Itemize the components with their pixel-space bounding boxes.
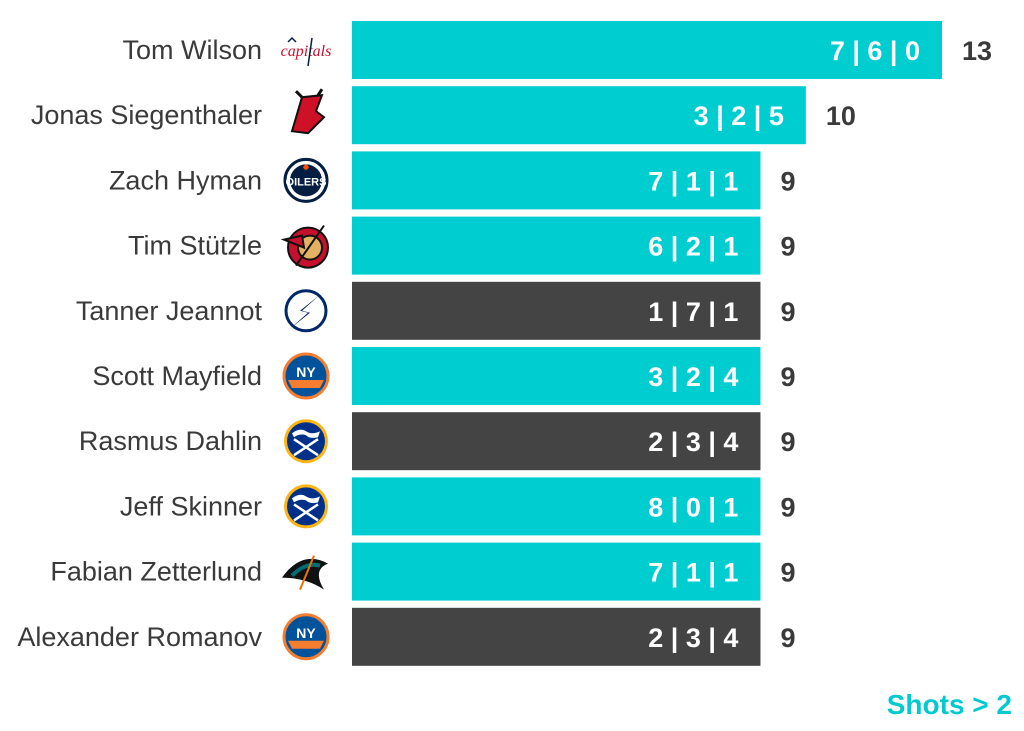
bar — [352, 347, 761, 405]
bar-total-label: 13 — [962, 36, 992, 66]
chart-row: Rasmus Dahlin 2 | 3 | 4 9 — [79, 412, 795, 471]
chart-rows: Tom Wilson capitals 7 | 6 | 0 13 Jonas Siege… — [17, 21, 992, 666]
bar — [352, 412, 761, 471]
chart-row: Scott Mayfield NY 3 | 2 | 4 9 — [92, 347, 795, 405]
chart-row: Tom Wilson capitals 7 | 6 | 0 13 — [122, 21, 992, 79]
svg-text:capitals: capitals — [281, 43, 332, 60]
bar-total-label: 9 — [780, 232, 795, 262]
bar-breakdown-label: 6 | 2 | 1 — [648, 232, 738, 262]
bar — [352, 86, 806, 145]
player-name: Jeff Skinner — [120, 491, 262, 521]
chart-row: Jonas Siegenthaler 3 | 2 | 5 10 — [31, 86, 856, 145]
bar — [352, 281, 761, 340]
chart-row: Jeff Skinner 8 | 0 | 1 9 — [120, 477, 795, 536]
bar-breakdown-label: 7 | 1 | 1 — [648, 166, 738, 196]
player-name: Rasmus Dahlin — [79, 426, 262, 456]
svg-text:NY: NY — [296, 364, 316, 380]
bar-total-label: 9 — [780, 297, 795, 327]
bar-total-label: 9 — [780, 623, 795, 653]
bar — [352, 21, 942, 79]
bar-breakdown-label: 7 | 6 | 0 — [830, 36, 920, 66]
svg-text:NY: NY — [296, 625, 316, 641]
sharks-logo — [282, 555, 328, 590]
player-name: Tim Stützle — [128, 231, 262, 261]
player-name: Tanner Jeannot — [76, 296, 263, 326]
player-name: Jonas Siegenthaler — [31, 100, 262, 130]
player-name: Zach Hyman — [109, 165, 262, 195]
chart-row: Tanner Jeannot 1 | 7 | 1 9 — [76, 281, 795, 340]
bar-total-label: 9 — [780, 558, 795, 588]
bar — [352, 607, 761, 666]
lightning-logo — [284, 289, 328, 333]
chart-row: Tim Stützle 6 | 2 | 1 9 — [128, 216, 795, 275]
sabres-logo — [284, 484, 328, 529]
player-name: Alexander Romanov — [17, 622, 262, 652]
bar-total-label: 9 — [780, 166, 795, 196]
senators-logo — [280, 225, 329, 269]
bar-breakdown-label: 2 | 3 | 4 — [648, 623, 738, 653]
bar-breakdown-label: 2 | 3 | 4 — [648, 427, 738, 457]
bar-breakdown-label: 3 | 2 | 5 — [694, 101, 784, 131]
chart-row: Zach Hyman OILERS 7 | 1 | 1 9 — [109, 151, 795, 210]
player-name: Fabian Zetterlund — [50, 557, 262, 587]
islanders-logo: NY — [282, 352, 330, 400]
oilers-logo: OILERS — [283, 157, 329, 203]
capitals-logo: capitals — [281, 36, 332, 67]
bar-breakdown-label: 7 | 1 | 1 — [648, 558, 738, 588]
bar — [352, 151, 761, 210]
devils-logo — [284, 88, 328, 138]
bar — [352, 216, 761, 275]
legend-note: Shots > 2 — [887, 689, 1012, 720]
bar-breakdown-label: 8 | 0 | 1 — [648, 492, 738, 522]
bar-total-label: 10 — [826, 101, 856, 131]
bar-breakdown-label: 3 | 2 | 4 — [648, 362, 738, 392]
islanders-logo: NY — [282, 613, 330, 661]
player-name: Tom Wilson — [122, 35, 262, 65]
chart-row: Fabian Zetterlund 7 | 1 | 1 9 — [50, 542, 795, 601]
bar — [352, 542, 761, 601]
svg-text:OILERS: OILERS — [286, 176, 327, 188]
sabres-logo — [284, 419, 328, 464]
bar-breakdown-label: 1 | 7 | 1 — [648, 297, 738, 327]
bar-total-label: 9 — [780, 427, 795, 457]
bar-total-label: 9 — [780, 492, 795, 522]
chart-row: Alexander Romanov NY 2 | 3 | 4 9 — [17, 607, 795, 666]
bar — [352, 477, 761, 536]
player-name: Scott Mayfield — [92, 361, 262, 391]
bar-total-label: 9 — [780, 362, 795, 392]
